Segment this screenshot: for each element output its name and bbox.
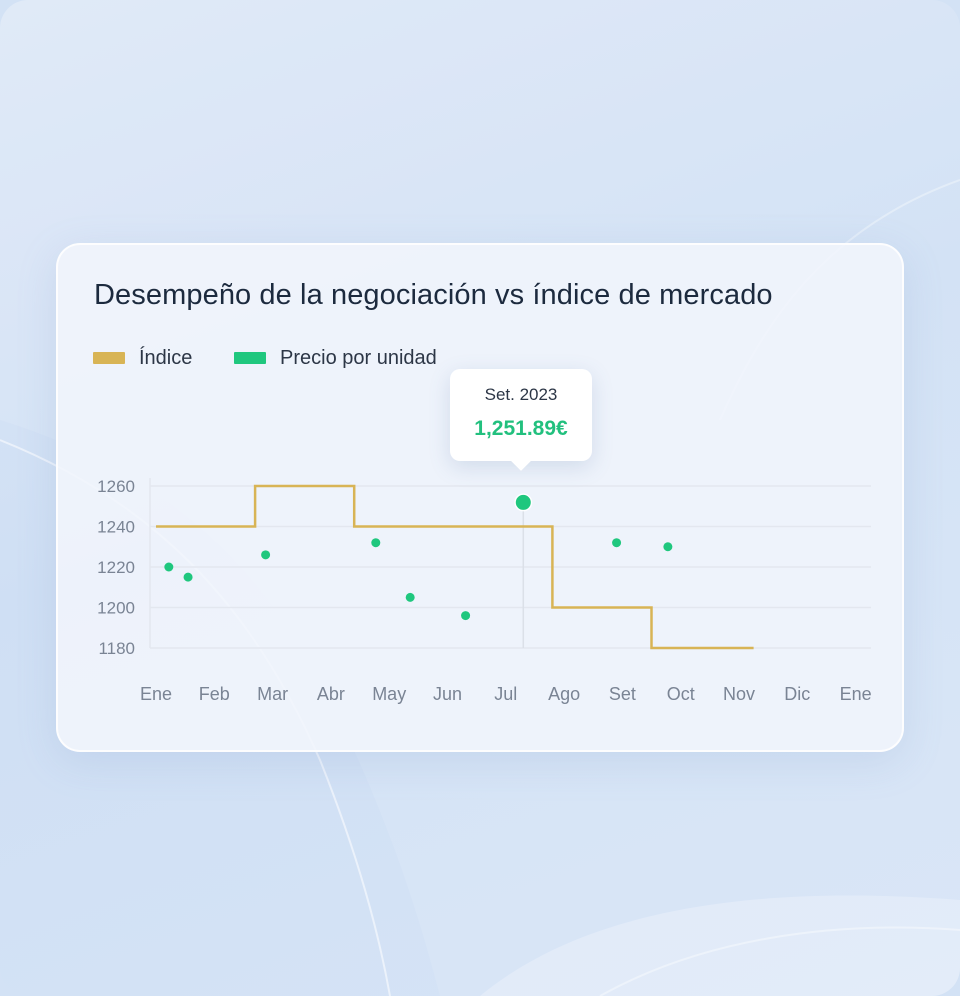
y-tick-label: 1200 [97, 599, 135, 618]
x-tick-label: Ene [840, 684, 872, 704]
x-tick-label: May [372, 684, 406, 704]
precio-point [371, 538, 381, 548]
x-tick-label: Dic [784, 684, 810, 704]
legend-item-indice[interactable]: Índice [93, 346, 192, 370]
x-tick-label: Set [609, 684, 636, 704]
x-tick-label: Oct [667, 684, 695, 704]
x-tick-label: Ene [140, 684, 172, 704]
precio-point [405, 592, 415, 602]
x-tick-label: Nov [723, 684, 755, 704]
x-tick-label: Jul [494, 684, 517, 704]
precio-point [461, 611, 471, 621]
precio-point [612, 538, 622, 548]
legend-label-precio: Precio por unidad [280, 346, 437, 369]
legend-label-indice: Índice [139, 346, 193, 369]
highlight-point [515, 494, 531, 510]
precio-point [663, 542, 673, 552]
x-tick-label: Jun [433, 684, 462, 704]
chart-plot: 1260 1240 1220 1200 1180 Ene Feb Mar Abr May Jun Ju… [97, 477, 872, 704]
y-tick-label: 1260 [97, 477, 135, 496]
legend-swatch-precio [234, 352, 266, 364]
tooltip-date: Set. 2023 [484, 385, 558, 404]
y-tick-label: 1180 [98, 639, 135, 658]
tooltip-value: 1,251.89€ [474, 417, 568, 440]
x-tick-label: Ago [548, 684, 580, 704]
indice-step-line [156, 484, 754, 650]
x-tick-label: Feb [199, 684, 230, 704]
chart-card: Desempeño de la negociación vs índice de… [56, 243, 904, 752]
precio-point [183, 572, 193, 582]
y-tick-label: 1240 [97, 518, 135, 537]
chart-title: Desempeño de la negociación vs índice de… [94, 279, 773, 311]
precio-point [261, 550, 271, 560]
x-tick-label: Abr [317, 684, 345, 704]
chart-tooltip: Set. 2023 1,251.89€ [450, 369, 592, 461]
x-tick-label: Mar [257, 684, 288, 704]
y-tick-label: 1220 [97, 558, 135, 577]
legend-item-precio[interactable]: Precio por unidad [234, 346, 437, 370]
legend-swatch-indice [93, 352, 125, 364]
precio-point [164, 562, 174, 572]
